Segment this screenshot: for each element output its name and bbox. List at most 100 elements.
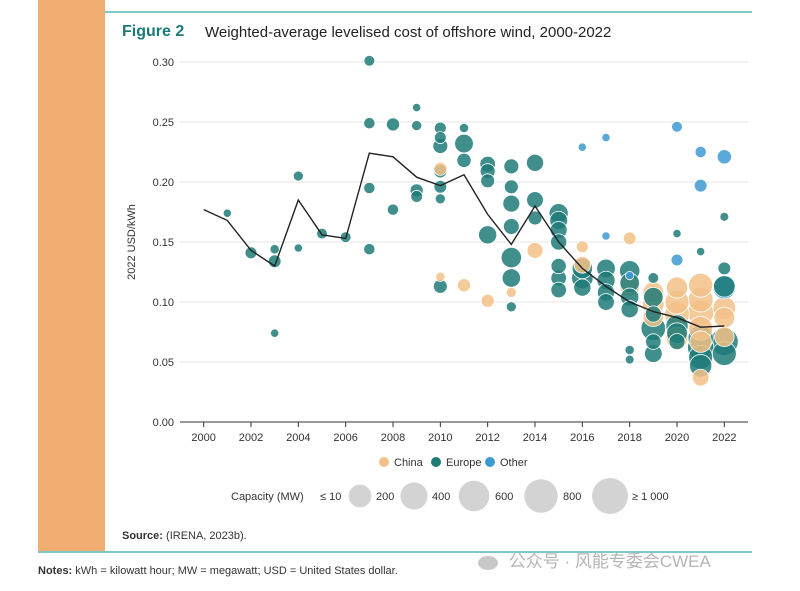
bubble-other <box>577 142 587 152</box>
bubble-other <box>601 133 611 143</box>
bubble-china <box>691 368 710 387</box>
bubble-europe <box>501 268 521 288</box>
y-tick-label: 0.30 <box>153 57 174 69</box>
bubble-europe <box>269 244 280 255</box>
bubble-other <box>693 178 708 193</box>
bubble-other <box>694 145 707 159</box>
bubble-china <box>622 231 637 246</box>
x-tick-label: 2006 <box>333 432 357 444</box>
bubble-europe <box>292 170 304 182</box>
source-note: Source: (IRENA, 2023b). <box>122 530 247 542</box>
bubble-other <box>671 121 683 133</box>
legend-label-europe: Europe <box>446 457 481 469</box>
capacity-label: 600 <box>495 491 513 503</box>
x-tick-label: 2022 <box>712 432 736 444</box>
notes: Notes: kWh = kilowatt hour; MW = megawat… <box>38 565 398 577</box>
source-text: (IRENA, 2023b). <box>166 530 247 542</box>
y-tick-label: 0.05 <box>153 357 174 369</box>
bubble-europe <box>645 333 662 350</box>
bubble-europe <box>696 247 706 257</box>
bubble-china <box>505 286 517 298</box>
capacity-label: 200 <box>376 491 394 503</box>
bubble-europe <box>525 153 545 172</box>
bubble-europe <box>458 122 470 134</box>
figure-label: Figure 2 <box>122 23 185 40</box>
capacity-label: ≤ 10 <box>320 491 341 503</box>
x-tick-label: 2020 <box>665 432 689 444</box>
bubble-europe <box>620 300 639 319</box>
bubble-europe <box>244 246 258 260</box>
bubble-europe <box>502 218 520 235</box>
bubble-europe <box>363 181 376 195</box>
bubble-europe <box>717 261 732 276</box>
weighted-average-line <box>203 152 725 328</box>
bubble-europe <box>503 179 519 195</box>
bubble-europe <box>363 117 376 130</box>
bubble-europe <box>386 203 400 216</box>
bubble-europe <box>624 344 635 356</box>
capacity-bubble <box>348 484 372 508</box>
bubble-europe <box>433 180 448 194</box>
side-color-band <box>38 0 105 552</box>
bottom-rule <box>38 551 752 553</box>
capacity-legend-title: Capacity (MW) <box>231 491 304 503</box>
y-tick-label: 0.10 <box>153 297 174 309</box>
capacity-label: 400 <box>432 491 450 503</box>
x-tick-label: 2002 <box>239 432 263 444</box>
x-tick-label: 2008 <box>381 432 405 444</box>
bubble-europe <box>502 194 521 213</box>
axes: 0.00 0.05 0.10 0.15 0.20 0.25 0.30 2000 2002 2004… <box>126 57 748 444</box>
notes-text: kWh = kilowatt hour; MW = megawatt; USD … <box>75 565 398 577</box>
y-tick-label: 0.25 <box>153 117 174 129</box>
bubble-europe <box>573 278 592 297</box>
bubble-europe <box>550 257 567 275</box>
bubble-europe <box>597 293 615 311</box>
legend-label-china: China <box>394 457 424 469</box>
bubble-other <box>601 231 611 241</box>
bubble-europe <box>643 287 664 308</box>
source-label: Source: <box>122 530 163 542</box>
gridlines <box>180 61 748 423</box>
bubble-china <box>435 271 446 282</box>
bubble-europe <box>454 133 474 154</box>
bubble-europe <box>624 354 635 365</box>
bubble-europe <box>505 301 517 313</box>
y-tick-label: 0.20 <box>153 177 174 189</box>
y-tick-label: 0.00 <box>153 417 174 429</box>
bubble-europe <box>456 152 472 168</box>
bubble-china <box>713 306 736 329</box>
top-rule <box>105 11 752 13</box>
bubble-europe <box>222 208 232 218</box>
bubble-china <box>526 242 544 259</box>
bubble-china <box>689 330 712 353</box>
x-tick-label: 2010 <box>428 432 452 444</box>
bubble-europe <box>434 193 446 205</box>
capacity-label: 800 <box>563 491 581 503</box>
bubble-europe <box>478 225 498 245</box>
x-tick-label: 2016 <box>570 432 594 444</box>
watermark-text: 公众号 · 风能专委会CWEA <box>508 552 711 571</box>
wechat-icon <box>478 555 498 570</box>
bubble-china <box>714 326 735 347</box>
bubble-china <box>666 276 688 299</box>
bubble-europe <box>363 243 376 256</box>
bubble-other <box>625 270 635 281</box>
bubble-europe <box>713 275 736 298</box>
bubble-europe <box>480 173 496 189</box>
bubble-europe <box>385 117 400 132</box>
bubble-europe <box>644 305 662 323</box>
bubble-europe <box>363 54 376 67</box>
bubble-europe <box>668 333 686 351</box>
bubble-europe <box>647 272 660 284</box>
bubble-europe <box>672 229 682 239</box>
x-tick-label: 2014 <box>523 432 547 444</box>
legend-label-other: Other <box>500 457 528 469</box>
y-tick-label: 0.15 <box>153 237 174 249</box>
bubble-europe <box>526 191 544 209</box>
capacity-label: ≥ 1 000 <box>632 491 669 503</box>
bubble-europe <box>500 247 522 269</box>
watermark: 公众号 · 风能专委会CWEA <box>478 547 711 572</box>
y-axis-label: 2022 USD/kWh <box>126 204 138 280</box>
capacity-bubble <box>524 479 558 513</box>
bubble-other <box>716 149 732 165</box>
